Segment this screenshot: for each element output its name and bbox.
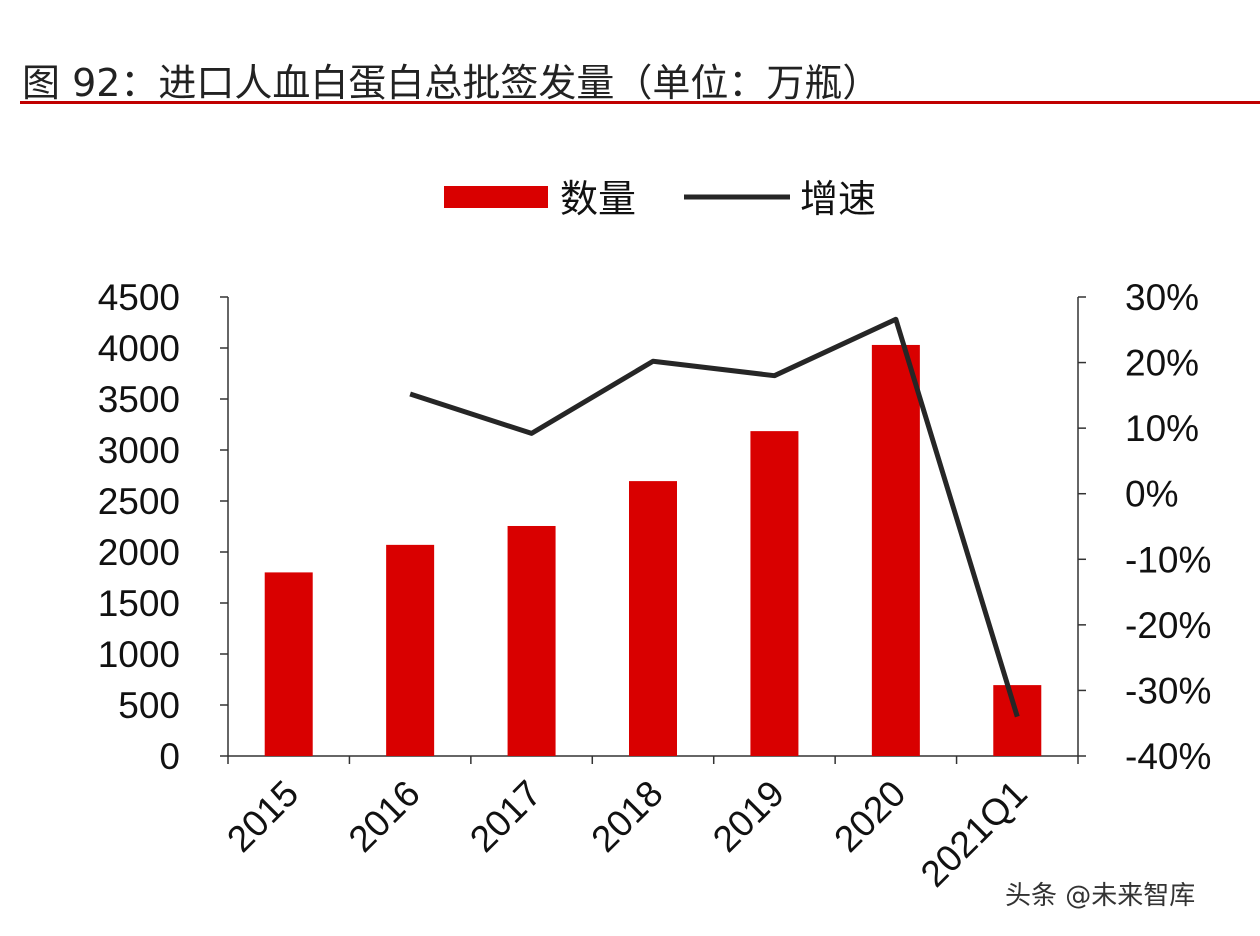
chart-title: 图 92：进口人血白蛋白总批签发量（单位：万瓶） bbox=[22, 61, 881, 105]
left-tick-label: 1000 bbox=[98, 634, 180, 675]
right-tick-label: -20% bbox=[1125, 605, 1211, 646]
x-tick-label: 2019 bbox=[705, 773, 792, 860]
left-tick-label: 0 bbox=[159, 736, 180, 777]
growth-line bbox=[409, 316, 1020, 718]
right-tick-label: 0% bbox=[1125, 474, 1178, 515]
left-tick-label: 4000 bbox=[98, 328, 180, 369]
bar-2021Q1 bbox=[993, 685, 1042, 756]
x-tick-label: 2016 bbox=[341, 773, 428, 860]
x-tick-label: 2020 bbox=[826, 773, 913, 860]
title-underline bbox=[20, 101, 1260, 104]
x-tick-label: 2017 bbox=[462, 773, 549, 860]
left-tick-label: 2500 bbox=[98, 481, 180, 522]
right-tick-label: -10% bbox=[1125, 539, 1211, 580]
bar-2016 bbox=[386, 544, 435, 756]
right-tick-label: -30% bbox=[1125, 670, 1211, 711]
left-tick-label: 500 bbox=[118, 685, 180, 726]
watermark: 头条 @未来智库 bbox=[1005, 881, 1196, 911]
legend-bar-label: 数量 bbox=[560, 177, 636, 221]
bar-2018 bbox=[629, 481, 677, 756]
right-tick-label: 10% bbox=[1125, 408, 1199, 449]
right-tick-label: 20% bbox=[1125, 343, 1199, 384]
x-tick-label: 2018 bbox=[583, 773, 670, 860]
x-tick-label: 2015 bbox=[219, 773, 306, 860]
bar-2020 bbox=[871, 344, 920, 756]
left-tick-label: 1500 bbox=[98, 583, 180, 624]
legend-bar-swatch bbox=[444, 186, 548, 208]
bar-2015 bbox=[264, 572, 313, 756]
left-tick-label: 2000 bbox=[98, 532, 180, 573]
bar-2019 bbox=[750, 431, 799, 756]
left-tick-label: 3000 bbox=[98, 430, 180, 471]
left-tick-label: 3500 bbox=[98, 379, 180, 420]
left-tick-label: 4500 bbox=[98, 277, 180, 318]
right-tick-label: -40% bbox=[1125, 736, 1211, 777]
right-tick-label: 30% bbox=[1125, 277, 1199, 318]
legend-line-label: 增速 bbox=[800, 177, 876, 221]
bar-2017 bbox=[507, 525, 556, 756]
